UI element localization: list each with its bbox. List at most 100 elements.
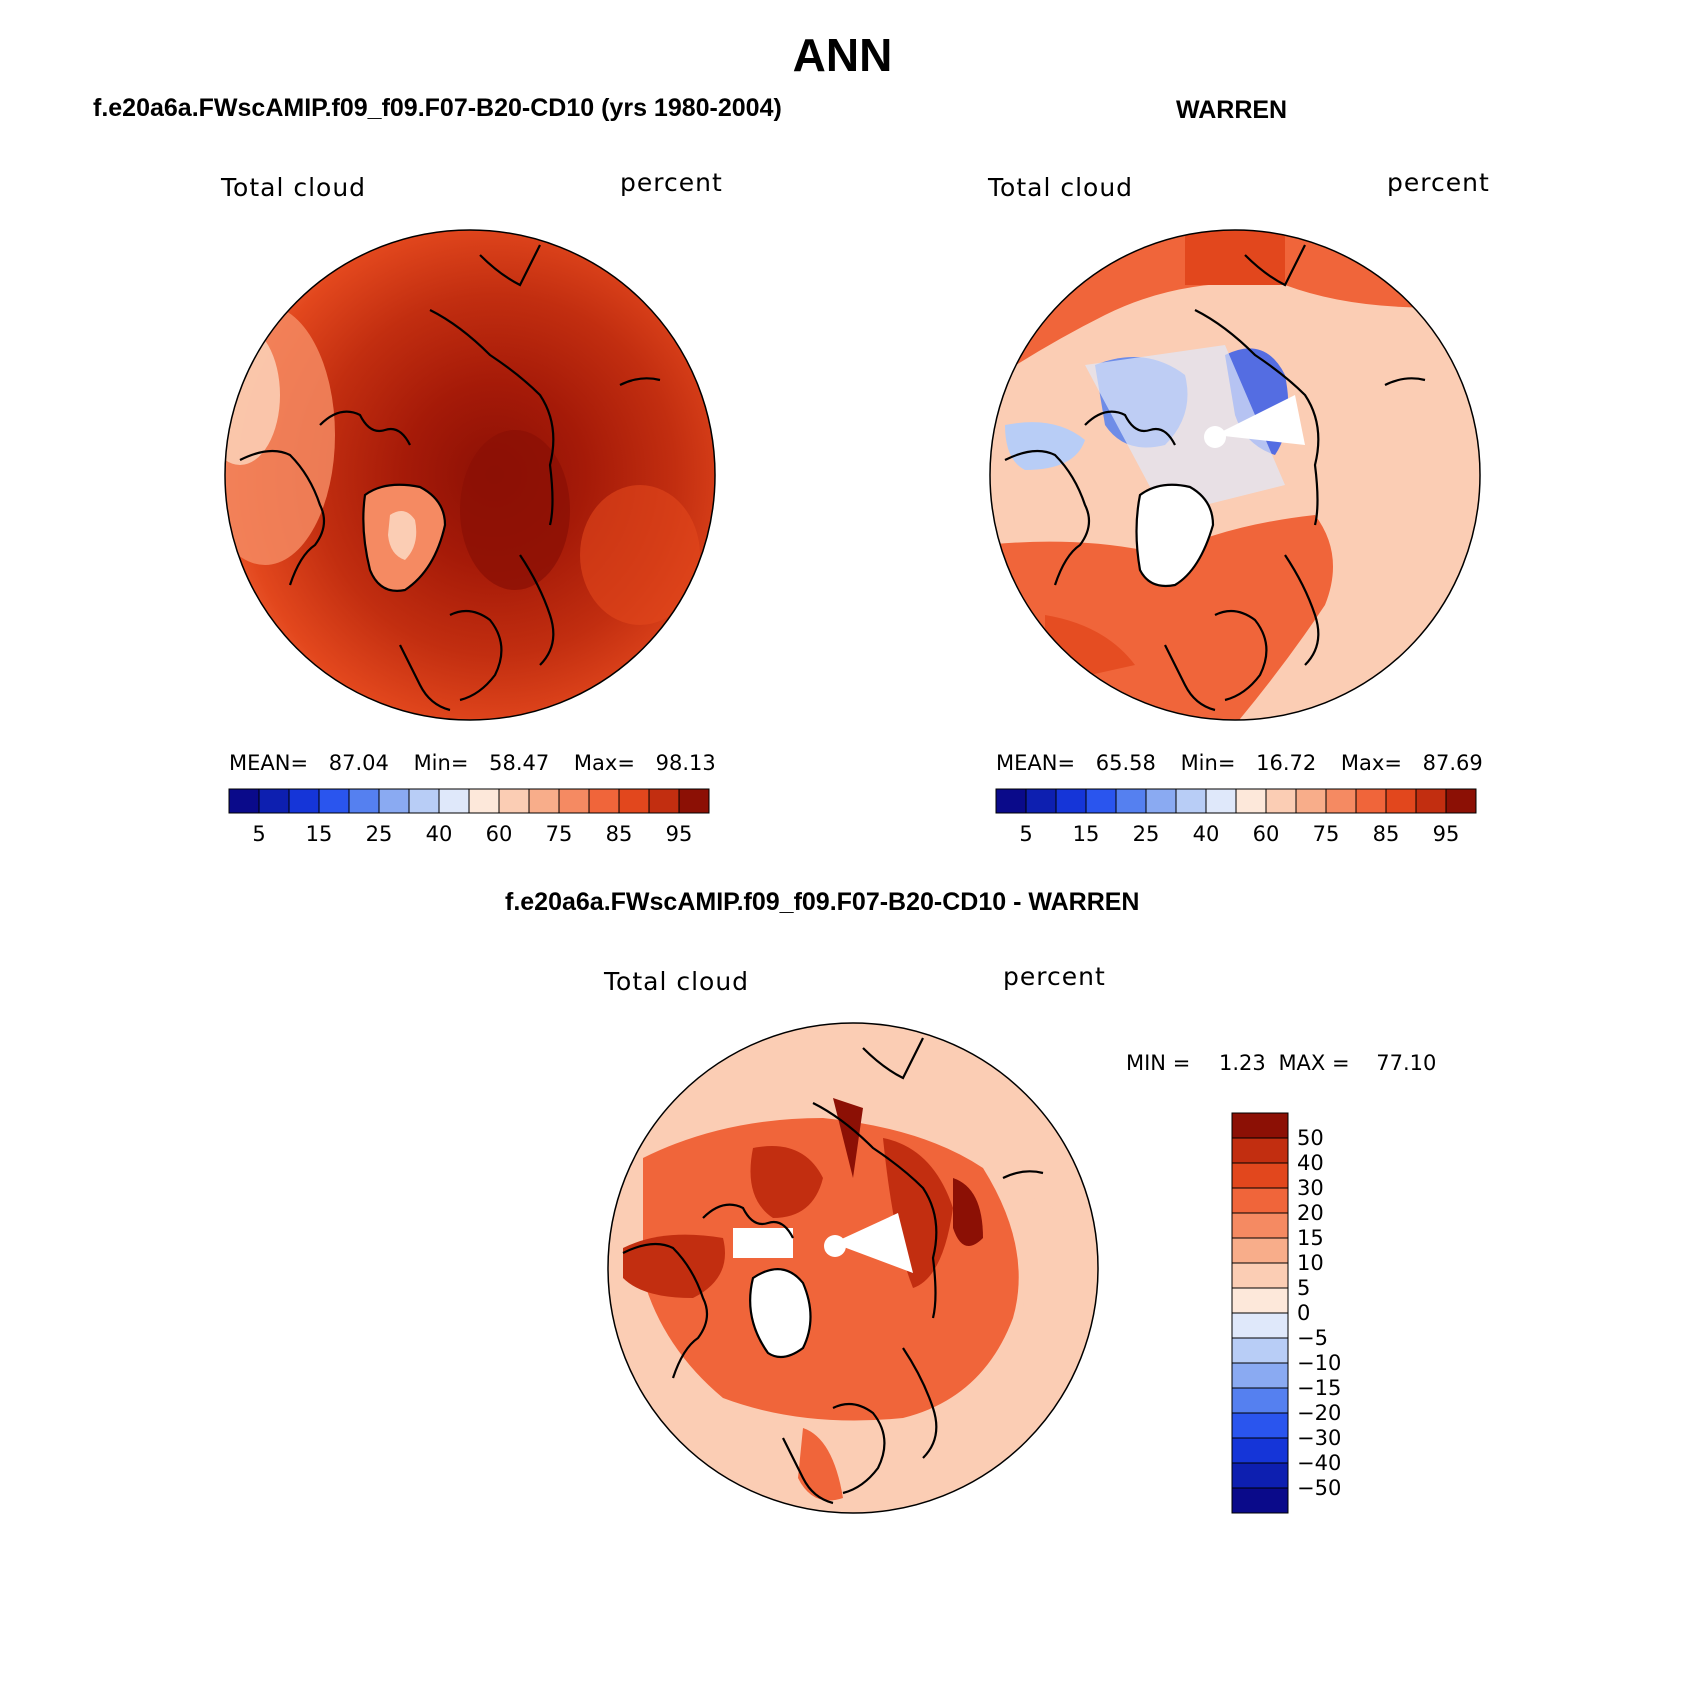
- model-colorbar-box: [618, 788, 650, 814]
- diff-pole-max: [833, 1098, 863, 1178]
- model-colorbar-box: [588, 788, 620, 814]
- obs-mean-label: MEAN=: [996, 751, 1076, 775]
- diff-colorbar-box: [1231, 1287, 1289, 1314]
- diff-colorbar-tick-label: 40: [1297, 1151, 1324, 1175]
- diff-case-title: f.e20a6a.FWscAMIP.f09_f09.F07-B20-CD10 -…: [505, 888, 1140, 916]
- diff-greenland-missing: [750, 1269, 811, 1357]
- diff-colorbar-box: [1231, 1112, 1289, 1139]
- obs-max-label: Max=: [1340, 751, 1402, 775]
- greenland-interior: [388, 511, 417, 560]
- model-min-value: 58.47: [489, 751, 550, 775]
- model-lowest-cloud-region: [225, 325, 280, 465]
- model-colorbar-box: [648, 788, 680, 814]
- diff-colorbar-tick-label: −5: [1297, 1326, 1328, 1350]
- model-colorbar-box: [678, 788, 710, 814]
- model-colorbar-box: [378, 788, 410, 814]
- model-max-cloud-region: [460, 430, 570, 590]
- diff-colorbar-tick-label: 10: [1297, 1251, 1324, 1275]
- model-mid-cloud-region: [580, 485, 700, 625]
- diff-colorbar-box: [1231, 1487, 1289, 1514]
- model-colorbar: [228, 788, 710, 814]
- diff-colorbar-box: [1231, 1187, 1289, 1214]
- diff-colorbar-tick-label: −15: [1297, 1376, 1342, 1400]
- obs-colorbar-tick-label: 15: [1072, 822, 1100, 846]
- model-polar-map: [224, 229, 716, 721]
- model-units-label: percent: [620, 168, 723, 197]
- model-mean-value: 87.04: [328, 751, 389, 775]
- obs-colorbar-box: [1085, 788, 1117, 814]
- diff-colorbar-tick-label: 20: [1297, 1201, 1324, 1225]
- diff-colorbar-box: [1231, 1237, 1289, 1264]
- obs-case-title: WARREN: [1176, 96, 1288, 124]
- obs-colorbar-box: [1355, 788, 1387, 814]
- diff-europe-region: [798, 1428, 843, 1501]
- obs-units-label: percent: [1387, 168, 1490, 197]
- model-colorbar-box: [528, 788, 560, 814]
- obs-colorbar-box: [1295, 788, 1327, 814]
- diff-canada-max: [750, 1146, 823, 1218]
- model-stats: MEAN= 87.04 Min= 58.47 Max= 98.13: [229, 751, 716, 775]
- diff-stats: MIN = 1.23 MAX = 77.10: [1126, 1051, 1436, 1075]
- model-colorbar-box: [468, 788, 500, 814]
- obs-colorbar-box: [1205, 788, 1237, 814]
- obs-arctic-basin-cloud: [1085, 345, 1285, 515]
- diff-colorbar-box: [1231, 1312, 1289, 1339]
- obs-low-cloud-alaska: [1005, 422, 1085, 470]
- obs-stats: MEAN= 65.58 Min= 16.72 Max= 87.69: [996, 751, 1483, 775]
- obs-coastlines: [1004, 244, 1426, 712]
- model-colorbar-tick-label: 15: [305, 822, 333, 846]
- diff-min-label: MIN =: [1126, 1051, 1191, 1075]
- diff-colorbar-tick-label: −40: [1297, 1451, 1342, 1475]
- diff-colorbar-tick-label: −20: [1297, 1401, 1342, 1425]
- obs-colorbar-tick-label: 75: [1312, 822, 1340, 846]
- diff-colorbar-box: [1231, 1362, 1289, 1389]
- model-colorbar-tick-label: 95: [665, 822, 693, 846]
- diff-units-label: percent: [1003, 962, 1106, 991]
- model-colorbar-box: [558, 788, 590, 814]
- model-colorbar-box: [438, 788, 470, 814]
- model-colorbar-tick-label: 25: [365, 822, 393, 846]
- model-colorbar-tick-label: 40: [425, 822, 453, 846]
- obs-pole-missing: [1204, 426, 1226, 448]
- diff-colorbar-tick-label: 5: [1297, 1276, 1311, 1300]
- diff-colorbar-tick-label: −10: [1297, 1351, 1342, 1375]
- diff-coastlines: [622, 1037, 1044, 1505]
- obs-colorbar-box: [1175, 788, 1207, 814]
- model-colorbar-box: [228, 788, 260, 814]
- obs-polar-map: [989, 229, 1481, 721]
- diff-pole-missing: [824, 1235, 846, 1257]
- obs-colorbar-box: [1385, 788, 1417, 814]
- diff-colorbar-box: [1231, 1437, 1289, 1464]
- model-colorbar-box: [348, 788, 380, 814]
- diff-max-value: 77.10: [1376, 1051, 1437, 1075]
- diff-colorbar-box: [1231, 1387, 1289, 1414]
- obs-colorbar-tick-label: 40: [1192, 822, 1220, 846]
- diff-colorbar-box: [1231, 1212, 1289, 1239]
- obs-min-label: Min=: [1180, 751, 1236, 775]
- diff-colorbar-box: [1231, 1412, 1289, 1439]
- diff-colorbar: [1231, 1112, 1289, 1514]
- diff-variable-label: Total cloud: [604, 967, 750, 996]
- diff-alaska-max: [623, 1234, 725, 1298]
- model-colorbar-tick-label: 5: [252, 822, 266, 846]
- diff-map-border: [607, 1022, 1099, 1514]
- model-max-value: 98.13: [655, 751, 716, 775]
- model-max-label: Max=: [573, 751, 635, 775]
- obs-colorbar-box: [1115, 788, 1147, 814]
- diff-colorbar-box: [1231, 1337, 1289, 1364]
- diff-colorbar-box: [1231, 1137, 1289, 1164]
- model-colorbar-box: [408, 788, 440, 814]
- obs-colorbar: [995, 788, 1477, 814]
- diff-colorbar-tick-label: 50: [1297, 1126, 1324, 1150]
- obs-mean-value: 65.58: [1095, 751, 1156, 775]
- obs-colorbar-box: [1055, 788, 1087, 814]
- diff-colorbar-box: [1231, 1462, 1289, 1489]
- model-variable-label: Total cloud: [221, 173, 367, 202]
- diff-colorbar-tick-label: 30: [1297, 1176, 1324, 1200]
- diff-archipelago-missing: [733, 1228, 793, 1258]
- obs-greenland-missing: [1136, 484, 1213, 586]
- diff-min-value: 1.23: [1218, 1051, 1266, 1075]
- obs-min-value: 16.72: [1256, 751, 1317, 775]
- model-case-title: f.e20a6a.FWscAMIP.f09_f09.F07-B20-CD10 (…: [93, 94, 782, 122]
- diff-colorbar-tick-label: 0: [1297, 1301, 1311, 1325]
